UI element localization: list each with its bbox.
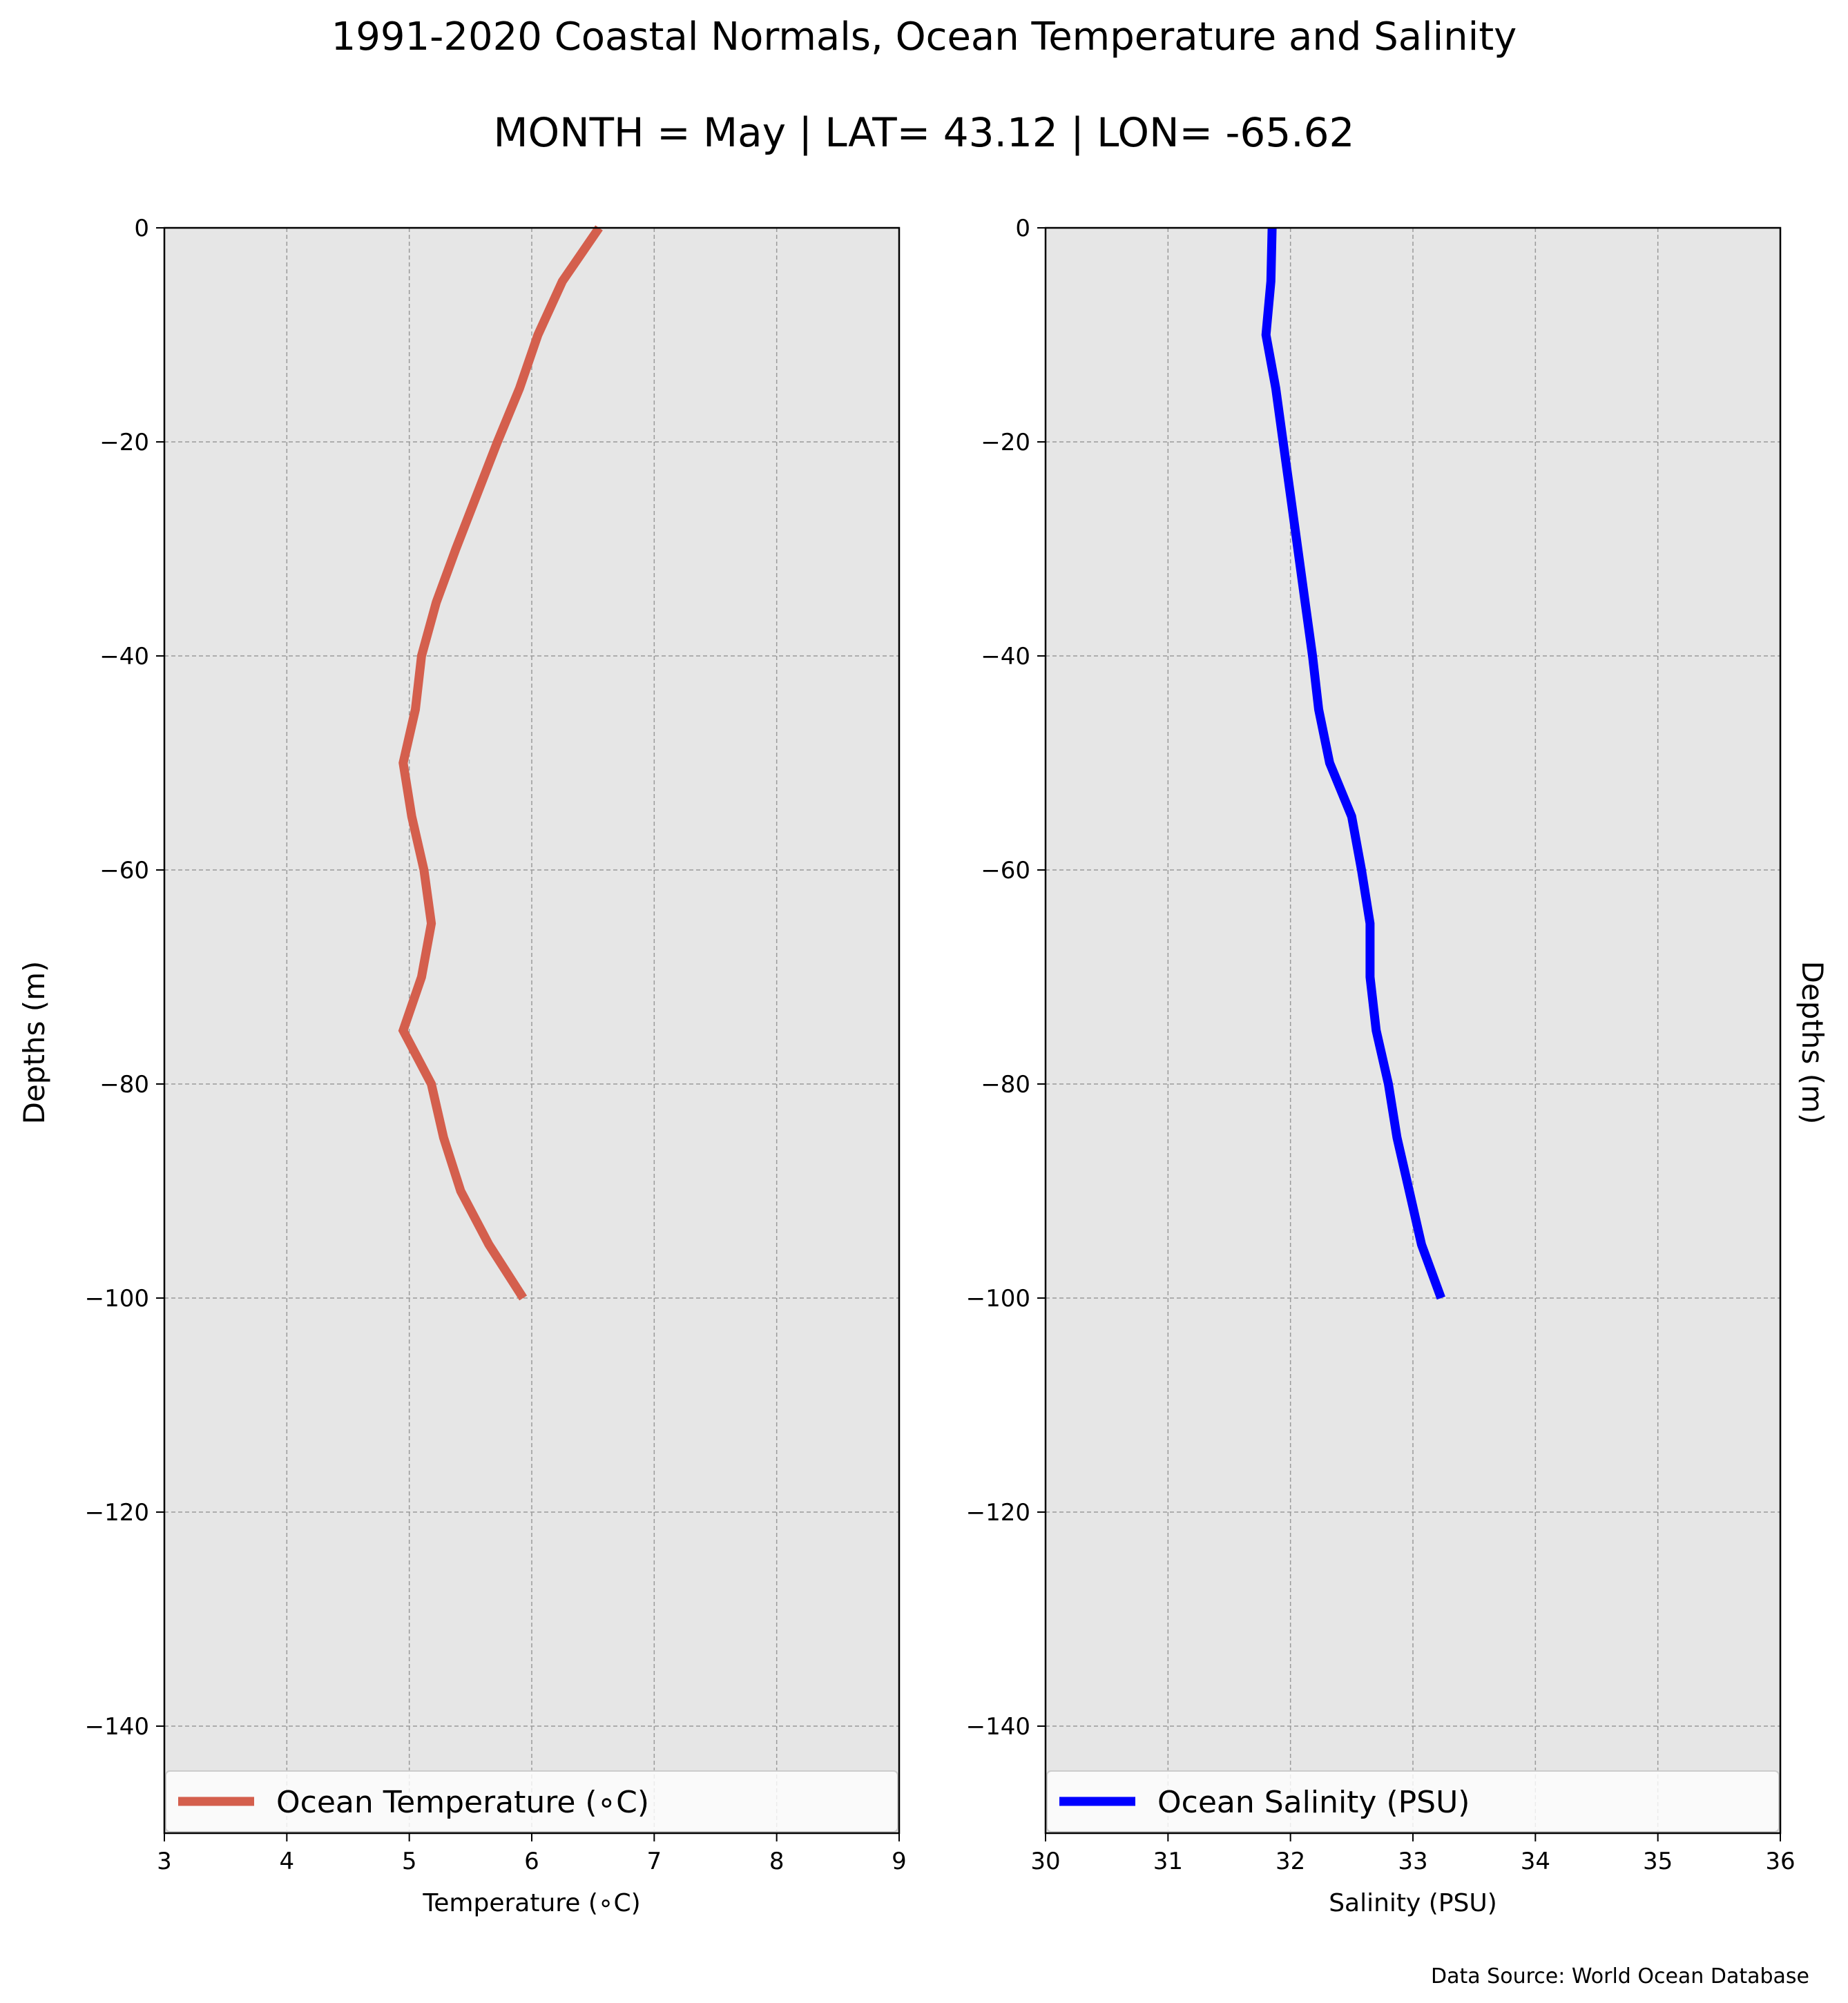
y-tick-label: −60 [981,857,1030,884]
source-note: Data Source: World Ocean Database [1431,1964,1809,1989]
y-tick-label: −60 [99,857,149,884]
y-tick-label: −20 [981,429,1030,456]
y-tick-label: −100 [85,1285,149,1313]
y-tick-label: −40 [99,643,149,670]
y-tick-label: −20 [99,429,149,456]
x-tick-label: 31 [1153,1848,1183,1875]
y-tick-label: −40 [981,643,1030,670]
legend-box [165,1770,898,1832]
x-tick-label: 4 [280,1848,295,1875]
x-tick-label: 36 [1765,1848,1795,1875]
chart-subtitle: MONTH = May | LAT= 43.12 | LON= -65.62 [494,109,1355,156]
x-tick-label: 8 [769,1848,785,1875]
y-axis-label-right: Depths (m) [1796,961,1829,1125]
y-tick-label: −120 [85,1499,149,1527]
x-tick-label: 35 [1643,1848,1673,1875]
legend-box [1046,1770,1780,1832]
chart-title: 1991-2020 Coastal Normals, Ocean Tempera… [331,14,1517,59]
x-tick-label: 7 [647,1848,662,1875]
y-tick-label: −80 [981,1071,1030,1099]
x-axis-label: Temperature (∘C) [422,1889,640,1917]
salinity-panel: Ocean Salinity (PSU) 30 31 32 33 34 35 36 0 −20 −4… [966,215,1796,1917]
y-axis-label-left: Depths (m) [17,961,51,1125]
legend-label: Ocean Salinity (PSU) [1157,1785,1470,1820]
x-tick-label: 6 [524,1848,539,1875]
y-tick-label: −140 [966,1713,1030,1741]
y-tick-label: −100 [966,1285,1030,1313]
x-axis-label: Salinity (PSU) [1329,1889,1497,1917]
x-tick-label: 5 [402,1848,417,1875]
y-tick-label: −120 [966,1499,1030,1527]
x-tick-label: 32 [1276,1848,1305,1875]
y-tick-label: −80 [99,1071,149,1099]
y-tick-label: 0 [1015,215,1030,242]
x-tick-label: 3 [157,1848,172,1875]
x-tick-label: 34 [1521,1848,1550,1875]
x-tick-label: 30 [1030,1848,1060,1875]
legend-label: Ocean Temperature (∘C) [276,1785,649,1820]
temperature-panel: Ocean Temperature (∘C) 3 4 5 6 7 8 9 0 −20 −40 −60 −… [85,215,907,1917]
y-tick-label: −140 [85,1713,149,1741]
y-tick-label: 0 [134,215,149,242]
x-tick-label: 9 [892,1848,907,1875]
x-tick-label: 33 [1398,1848,1427,1875]
